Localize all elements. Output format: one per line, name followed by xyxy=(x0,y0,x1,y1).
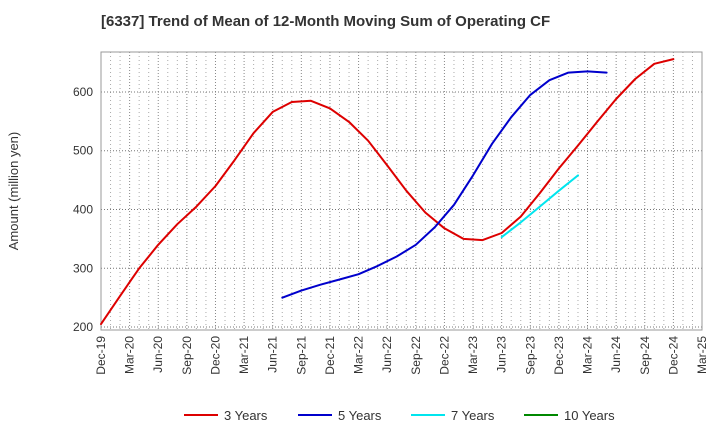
series-line-3-years xyxy=(100,58,675,326)
legend-label: 3 Years xyxy=(224,408,268,423)
y-tick-label: 600 xyxy=(73,85,93,99)
series-line-5-years xyxy=(281,70,608,299)
x-tick-label: Sep-20 xyxy=(180,336,194,375)
x-tick-label: Dec-22 xyxy=(437,336,451,375)
x-tick-label: Mar-22 xyxy=(352,336,366,374)
legend-label: 5 Years xyxy=(338,408,382,423)
x-tick-label: Mar-25 xyxy=(695,336,709,374)
x-tick-label: Dec-24 xyxy=(666,336,680,375)
plot-frame xyxy=(100,51,703,331)
y-axis-title: Amount (million yen) xyxy=(6,132,21,251)
y-tick-label: 300 xyxy=(73,261,93,275)
x-tick-label: Jun-21 xyxy=(266,336,280,373)
tick-layer: 200 300 400 500 600 Dec-19 Mar-20 Jun-20 Sep-20 D… xyxy=(73,85,709,375)
x-tick-label: Jun-20 xyxy=(151,336,165,373)
series-layer xyxy=(100,58,675,326)
grid-layer xyxy=(101,52,702,330)
y-tick-label: 500 xyxy=(73,144,93,158)
x-tick-label: Mar-24 xyxy=(581,336,595,374)
x-tick-label: Sep-21 xyxy=(294,336,308,375)
legend-label: 10 Years xyxy=(564,408,615,423)
series-line-7-years xyxy=(500,174,579,239)
x-tick-label: Mar-20 xyxy=(123,336,137,374)
x-tick-label: Dec-20 xyxy=(208,336,222,375)
x-tick-label: Sep-24 xyxy=(638,336,652,375)
legend: 3 Years 5 Years 7 Years 10 Years xyxy=(184,408,615,423)
legend-label: 7 Years xyxy=(451,408,495,423)
y-tick-label: 200 xyxy=(73,320,93,334)
x-tick-label: Sep-23 xyxy=(523,336,537,375)
x-tick-label: Dec-21 xyxy=(323,336,337,375)
x-tick-label: Dec-23 xyxy=(552,336,566,375)
chart-title: [6337] Trend of Mean of 12-Month Moving … xyxy=(101,13,551,30)
x-tick-label: Jun-22 xyxy=(380,336,394,373)
x-tick-label: Jun-24 xyxy=(609,336,623,373)
x-tick-label: Mar-23 xyxy=(466,336,480,374)
x-tick-label: Mar-21 xyxy=(237,336,251,374)
x-tick-label: Sep-22 xyxy=(409,336,423,375)
x-tick-label: Jun-23 xyxy=(495,336,509,373)
x-tick-label: Dec-19 xyxy=(94,336,108,375)
y-tick-label: 400 xyxy=(73,203,93,217)
